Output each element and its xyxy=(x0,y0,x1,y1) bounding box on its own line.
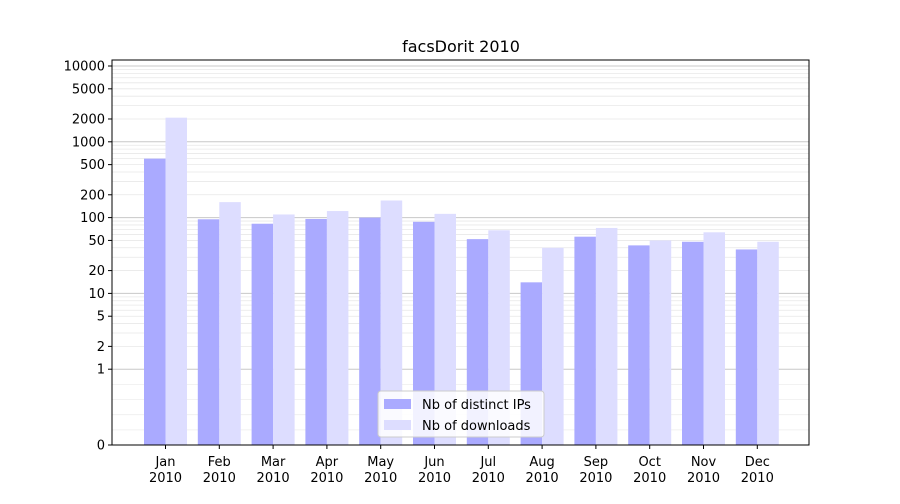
x-tick-label-year: 2010 xyxy=(257,471,290,486)
bar-distinct-ips-mar xyxy=(251,223,274,445)
x-tick-label-month: Jun xyxy=(423,455,444,470)
y-tick-label: 5 xyxy=(97,310,105,325)
bar-distinct-ips-may xyxy=(359,217,381,445)
y-tick-label: 0 xyxy=(97,439,105,454)
bar-downloads-sep xyxy=(595,227,618,445)
x-tick-label-month: Jul xyxy=(479,455,496,470)
bar-distinct-ips-jun xyxy=(413,221,435,445)
bar-distinct-ips-apr xyxy=(305,218,327,445)
bar-downloads-apr xyxy=(326,211,349,445)
y-tick-label: 5000 xyxy=(72,82,105,97)
y-tick-label: 1000 xyxy=(72,135,105,150)
bar-distinct-ips-oct xyxy=(628,245,650,445)
legend-box xyxy=(377,390,545,438)
legend-swatch-distinct-ips xyxy=(384,399,411,409)
x-tick-label-year: 2010 xyxy=(418,471,451,486)
chart-title: facsDorit 2010 xyxy=(402,37,520,56)
x-tick-label-month: Feb xyxy=(208,455,231,470)
x-tick-label-month: May xyxy=(367,455,394,470)
bar-distinct-ips-sep xyxy=(574,236,596,445)
x-tick-label-month: Jan xyxy=(154,455,175,470)
y-tick-label: 500 xyxy=(80,158,105,173)
x-tick-label-month: Sep xyxy=(584,455,609,470)
bar-downloads-may xyxy=(380,200,403,445)
x-tick-label-year: 2010 xyxy=(310,471,343,486)
bar-downloads-dec xyxy=(757,241,779,445)
x-tick-label-year: 2010 xyxy=(579,471,612,486)
bar-downloads-oct xyxy=(649,240,672,445)
y-tick-label: 2000 xyxy=(72,112,105,127)
x-tick-label-month: Aug xyxy=(529,455,554,470)
y-tick-label: 2 xyxy=(97,340,105,355)
axes: 012510205010020050010002000500010000Jan2… xyxy=(64,59,810,486)
x-tick-label-year: 2010 xyxy=(472,471,505,486)
y-tick-label: 20 xyxy=(88,264,105,279)
x-tick-label-month: Nov xyxy=(691,455,717,470)
x-tick-label-month: Dec xyxy=(745,455,770,470)
x-tick-label-month: Oct xyxy=(638,455,660,470)
x-tick-label-year: 2010 xyxy=(364,471,397,486)
bar-distinct-ips-nov xyxy=(682,241,704,445)
bar-downloads-feb xyxy=(219,202,241,445)
y-tick-label: 10000 xyxy=(64,60,105,75)
legend-label-downloads: Nb of downloads xyxy=(422,419,531,434)
x-tick-label-year: 2010 xyxy=(203,471,236,486)
y-tick-label: 10 xyxy=(88,287,105,302)
x-tick-label-year: 2010 xyxy=(526,471,559,486)
bar-downloads-jun xyxy=(434,213,456,445)
x-tick-label-year: 2010 xyxy=(741,471,774,486)
y-tick-label: 1 xyxy=(97,363,105,378)
y-tick-label: 50 xyxy=(88,234,105,249)
y-tick-label: 200 xyxy=(80,188,105,203)
x-tick-label-year: 2010 xyxy=(149,471,182,486)
y-tick-label: 100 xyxy=(80,211,105,226)
bar-downloads-jan xyxy=(165,117,187,445)
x-tick-label-year: 2010 xyxy=(687,471,720,486)
bar-distinct-ips-dec xyxy=(735,249,758,445)
x-tick-label-month: Apr xyxy=(316,455,339,470)
bar-distinct-ips-jan xyxy=(144,158,166,445)
legend-swatch-downloads xyxy=(384,420,411,430)
bar-downloads-nov xyxy=(703,232,725,445)
bar-downloads-mar xyxy=(273,214,295,445)
bars xyxy=(144,117,779,445)
x-tick-label-month: Mar xyxy=(261,455,286,470)
bar-distinct-ips-feb xyxy=(197,219,220,445)
x-tick-label-year: 2010 xyxy=(633,471,666,486)
plot-frame xyxy=(111,59,810,446)
legend-label-distinct-ips: Nb of distinct IPs xyxy=(422,398,531,413)
legend: Nb of distinct IPs Nb of downloads xyxy=(377,390,545,438)
bar-downloads-aug xyxy=(542,247,564,445)
